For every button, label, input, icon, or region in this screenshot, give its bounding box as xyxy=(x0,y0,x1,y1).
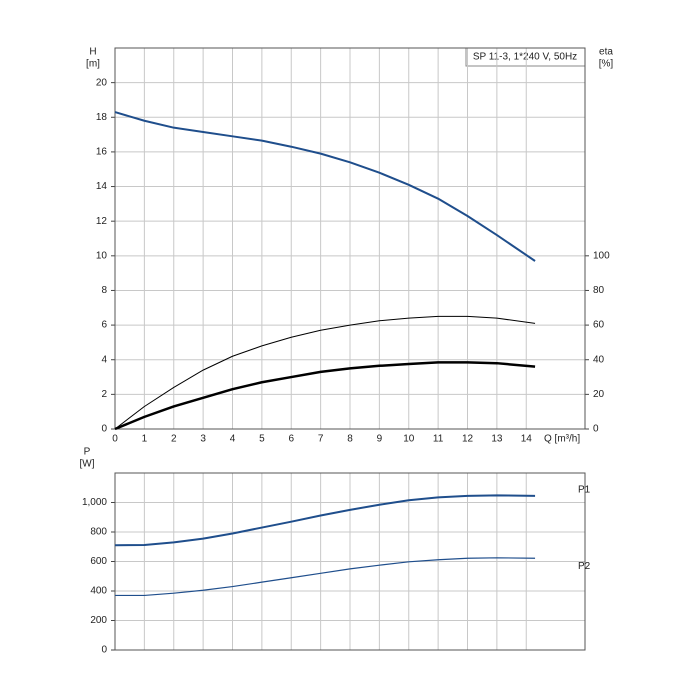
x-tick-label: 4 xyxy=(230,434,236,445)
y-tick-label: 16 xyxy=(96,147,108,158)
series-label: P2 xyxy=(578,561,591,572)
x-tick-label: 12 xyxy=(462,434,474,445)
x-tick-label: 0 xyxy=(112,434,118,445)
y-tick-label: 200 xyxy=(90,615,107,626)
y-tick-label: 8 xyxy=(101,285,107,296)
x-tick-label: 9 xyxy=(377,434,383,445)
series-label: P1 xyxy=(578,485,591,496)
y2-label: eta xyxy=(599,47,613,58)
x-tick-label: 11 xyxy=(433,434,444,445)
series-line xyxy=(114,315,536,430)
plot-frame xyxy=(114,472,586,651)
x-tick-label: 14 xyxy=(521,434,533,445)
x-tick-label: 10 xyxy=(403,434,415,445)
y2-tick-label: 20 xyxy=(593,389,605,400)
y-tick-label: 12 xyxy=(96,216,108,227)
x-tick-label: 2 xyxy=(171,434,177,445)
y-label: P xyxy=(84,447,91,458)
y2-tick-label: 40 xyxy=(593,354,605,365)
y-tick-label: 800 xyxy=(90,527,107,538)
x-tick-label: 6 xyxy=(288,434,294,445)
y2-tick-label: 0 xyxy=(593,424,599,435)
y2-tick-label: 100 xyxy=(593,250,610,261)
y-label: H xyxy=(89,47,96,58)
x-tick-label: 1 xyxy=(142,434,148,445)
y-tick-label: 6 xyxy=(101,320,107,331)
x-tick-label: 5 xyxy=(259,434,265,445)
y-tick-label: 4 xyxy=(101,354,107,365)
y-tick-label: 600 xyxy=(90,556,107,567)
y-tick-label: 0 xyxy=(101,645,107,656)
series-line xyxy=(114,111,536,262)
y-unit: [m] xyxy=(86,59,100,70)
series-line xyxy=(114,361,536,431)
y-tick-label: 18 xyxy=(96,112,108,123)
y-tick-label: 400 xyxy=(90,586,107,597)
y2-tick-label: 80 xyxy=(593,285,605,296)
y2-tick-label: 60 xyxy=(593,320,605,331)
y-tick-label: 10 xyxy=(96,250,108,261)
y2-unit: [%] xyxy=(599,59,614,70)
x-label: Q [m³/h] xyxy=(544,434,580,445)
y-unit: [W] xyxy=(80,459,95,470)
series-line xyxy=(114,494,536,547)
y-tick-label: 14 xyxy=(96,181,108,192)
y-tick-label: 2 xyxy=(101,389,107,400)
series-line xyxy=(115,557,536,597)
chart-title: SP 11-3, 1*240 V, 50Hz xyxy=(473,52,577,63)
plot-frame xyxy=(114,47,586,430)
x-tick-label: 7 xyxy=(318,434,324,445)
y-tick-label: 20 xyxy=(96,77,108,88)
y-tick-label: 0 xyxy=(101,424,107,435)
x-tick-label: 13 xyxy=(491,434,503,445)
x-tick-label: 3 xyxy=(200,434,206,445)
y-tick-label: 1,000 xyxy=(82,497,107,508)
x-tick-label: 8 xyxy=(347,434,353,445)
